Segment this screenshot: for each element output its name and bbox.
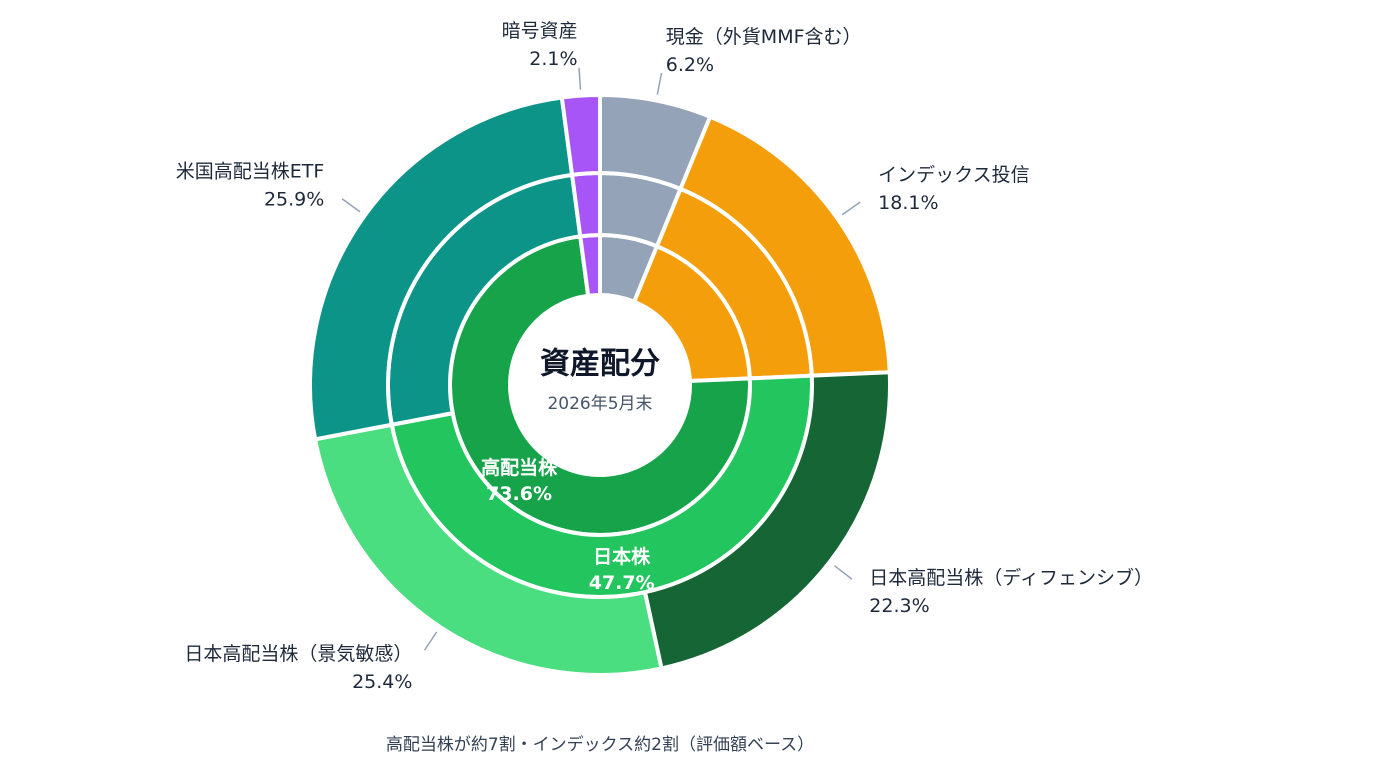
leader-line xyxy=(578,67,582,90)
segment-value: 6.2% xyxy=(666,54,714,76)
ring-segment xyxy=(312,422,664,677)
chart-title: 資産配分 xyxy=(540,347,660,382)
leader-line xyxy=(423,631,438,651)
segment-value: 73.6% xyxy=(486,483,552,505)
segment-name: 日本高配当株（ディフェンシブ） xyxy=(869,566,1153,589)
segment-value: 47.7% xyxy=(589,572,655,594)
ring-segment xyxy=(308,95,575,442)
segment-value: 18.1% xyxy=(878,192,938,214)
caption: 高配当株が約7割・インデックス約2割（評価額ベース） xyxy=(386,734,814,755)
segment-name: 高配当株 xyxy=(481,456,558,479)
segment-value: 25.9% xyxy=(264,189,324,211)
segment-value: 22.3% xyxy=(869,595,929,617)
segment-name: 日本株 xyxy=(593,545,651,568)
segment-value: 25.4% xyxy=(352,671,412,693)
segment-value: 2.1% xyxy=(529,48,577,70)
leader-line xyxy=(341,198,361,213)
segment-name: 米国高配当株ETF xyxy=(176,161,325,183)
leader-line xyxy=(833,565,853,580)
leader-line xyxy=(656,72,663,95)
segment-name: インデックス投信 xyxy=(878,164,1029,186)
chart-subtitle: 2026年5月末 xyxy=(547,394,652,414)
segment-name: 暗号資産 xyxy=(502,20,578,42)
segment-name: 現金（外貨MMF含む） xyxy=(666,26,862,48)
segment-name: 日本高配当株（景気敏感） xyxy=(184,643,412,665)
leader-line xyxy=(841,201,861,216)
ring-segment xyxy=(559,92,602,178)
